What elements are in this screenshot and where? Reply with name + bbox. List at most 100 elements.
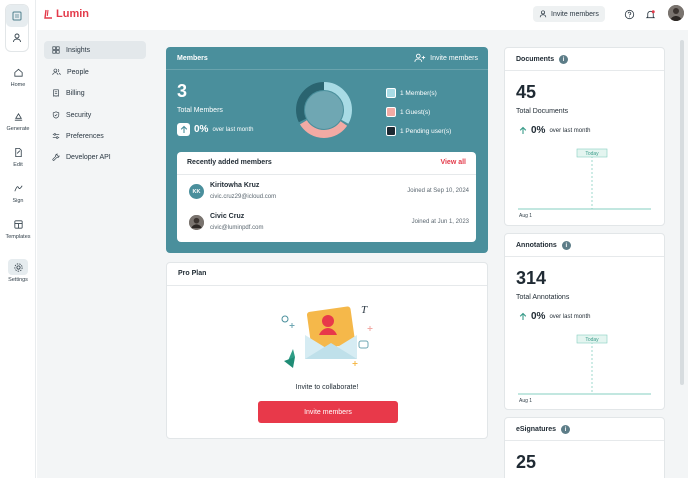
templates-icon — [8, 216, 28, 232]
info-icon[interactable]: i — [559, 55, 569, 64]
members-title: Members — [177, 55, 208, 62]
sidebar-item-preferences[interactable]: Preferences — [44, 127, 146, 145]
lumin-logo[interactable]: Lumin — [44, 8, 89, 20]
rail-label: Edit — [13, 162, 23, 168]
axis-start-label: Aug 1 — [519, 398, 533, 404]
trend-text: over last month — [549, 313, 591, 320]
sidebar-item-label: Insights — [66, 46, 91, 54]
svg-text:T: T — [361, 304, 368, 316]
member-email: civic.cruz29@icloud.com — [210, 194, 277, 200]
documents-value: 45 — [516, 82, 537, 102]
invite-members-button[interactable]: Invite members — [258, 401, 398, 423]
annotations-line-chart: Today — [518, 334, 651, 395]
sidebar-item-people[interactable]: People — [44, 63, 146, 81]
rail-sign[interactable]: Sign — [0, 180, 36, 204]
sidebar-item-label: Security — [66, 111, 92, 119]
sidebar-item-billing[interactable]: Billing — [44, 84, 146, 102]
rail-templates[interactable]: Templates — [0, 216, 36, 240]
people-icon — [52, 68, 61, 76]
info-icon[interactable]: i — [561, 241, 571, 250]
legend-label: 1 Guest(s) — [400, 108, 431, 116]
sign-icon — [8, 180, 28, 196]
member-name: Civic Cruz — [210, 213, 245, 220]
member-avatar — [189, 215, 204, 230]
logo-text: Lumin — [56, 8, 89, 20]
divider — [505, 256, 664, 257]
documents-label: Total Documents — [516, 108, 569, 115]
sidebar-item-label: Developer API — [66, 153, 111, 161]
sidebar-item-developer-api[interactable]: Developer API — [44, 148, 146, 166]
personal-icon[interactable] — [6, 27, 28, 49]
info-icon[interactable]: i — [561, 425, 571, 434]
rail-home[interactable]: Home — [0, 64, 36, 88]
home-icon — [8, 64, 28, 80]
rail-settings[interactable]: Settings — [0, 259, 36, 283]
settings-sidebar: Insights People Billing Security Prefere… — [37, 30, 153, 478]
axis-start-label: Aug 1 — [519, 213, 533, 219]
annotations-header: Annotations i — [516, 241, 571, 250]
trend-value: 0% — [194, 124, 209, 135]
header-invite-label: Invite members — [551, 10, 599, 18]
documents-trend: 0% over last month — [519, 125, 590, 136]
member-avatar: KK — [189, 184, 204, 199]
pro-plan-message: Invite to collaborate! — [295, 384, 359, 391]
esignatures-header: eSignatures i — [516, 425, 571, 434]
legend-item: 1 Member(s) — [386, 88, 451, 98]
bell-icon[interactable] — [643, 7, 657, 21]
members-invite-button[interactable]: Invite members — [414, 53, 478, 63]
arrow-up-icon — [519, 126, 527, 134]
trend-value: 0% — [531, 311, 546, 322]
legend-label: 1 Member(s) — [400, 89, 437, 97]
member-name: Kiritowha Kruz — [210, 182, 260, 189]
member-row[interactable]: KK Kiritowha Kruz civic.cruz29@icloud.co… — [189, 181, 469, 203]
trend-text: over last month — [549, 127, 591, 134]
legend-item: 1 Pending user(s) — [386, 126, 451, 136]
app-rail: Home Generate Edit Sign Templates Settin… — [0, 0, 36, 478]
rail-generate[interactable]: Generate — [0, 108, 36, 132]
total-members-label: Total Members — [177, 107, 223, 114]
member-row[interactable]: Civic Cruz civic@luminpdf.com Joined at … — [189, 212, 469, 234]
total-members-value: 3 — [177, 81, 188, 101]
top-header: Lumin Invite members — [36, 0, 688, 30]
rail-label: Sign — [12, 198, 24, 204]
edit-icon — [8, 144, 28, 160]
member-email: civic@luminpdf.com — [210, 225, 264, 231]
trend-value: 0% — [531, 125, 546, 136]
documents-card: Documents i 45 Total Documents 0% over l… — [504, 47, 665, 226]
rail-label: Home — [10, 82, 26, 88]
user-avatar[interactable] — [668, 5, 684, 21]
generate-icon — [8, 108, 28, 124]
esignatures-value: 25 — [516, 452, 537, 472]
sidebar-item-insights[interactable]: Insights — [44, 41, 146, 59]
arrow-up-icon — [519, 312, 527, 320]
user-icon — [539, 10, 547, 18]
rail-label: Settings — [8, 277, 28, 283]
sidebar-item-label: Preferences — [66, 132, 104, 140]
legend-swatch — [386, 107, 396, 117]
divider — [505, 440, 664, 441]
esignatures-card: eSignatures i 25 — [504, 417, 665, 478]
sidebar-item-security[interactable]: Security — [44, 106, 146, 124]
members-donut-chart — [296, 82, 352, 138]
annotations-card: Annotations i 314 Total Annotations 0% o… — [504, 233, 665, 410]
shield-icon — [52, 111, 60, 119]
add-user-icon — [414, 53, 426, 62]
org-icon[interactable] — [6, 5, 28, 27]
recent-members-panel: Recently added members View all KK Kirit… — [177, 152, 476, 242]
help-icon[interactable] — [622, 7, 636, 21]
rail-edit[interactable]: Edit — [0, 144, 36, 168]
divider — [177, 174, 476, 175]
divider — [166, 69, 488, 70]
pro-plan-card: Pro Plan T Invite to collaborate! Invite… — [166, 262, 488, 439]
members-trend: 0% over last month — [177, 123, 253, 136]
scrollbar[interactable] — [680, 40, 684, 385]
documents-title: Documents — [516, 56, 555, 63]
documents-line-chart: Today — [518, 148, 651, 210]
sidebar-item-label: Billing — [66, 89, 85, 97]
divider — [167, 285, 487, 286]
arrow-up-icon — [177, 123, 190, 136]
today-marker: Today — [585, 151, 599, 157]
header-invite-button[interactable]: Invite members — [533, 6, 605, 22]
member-joined: Joined at Jun 1, 2023 — [411, 219, 469, 225]
view-all-link[interactable]: View all — [440, 159, 466, 166]
